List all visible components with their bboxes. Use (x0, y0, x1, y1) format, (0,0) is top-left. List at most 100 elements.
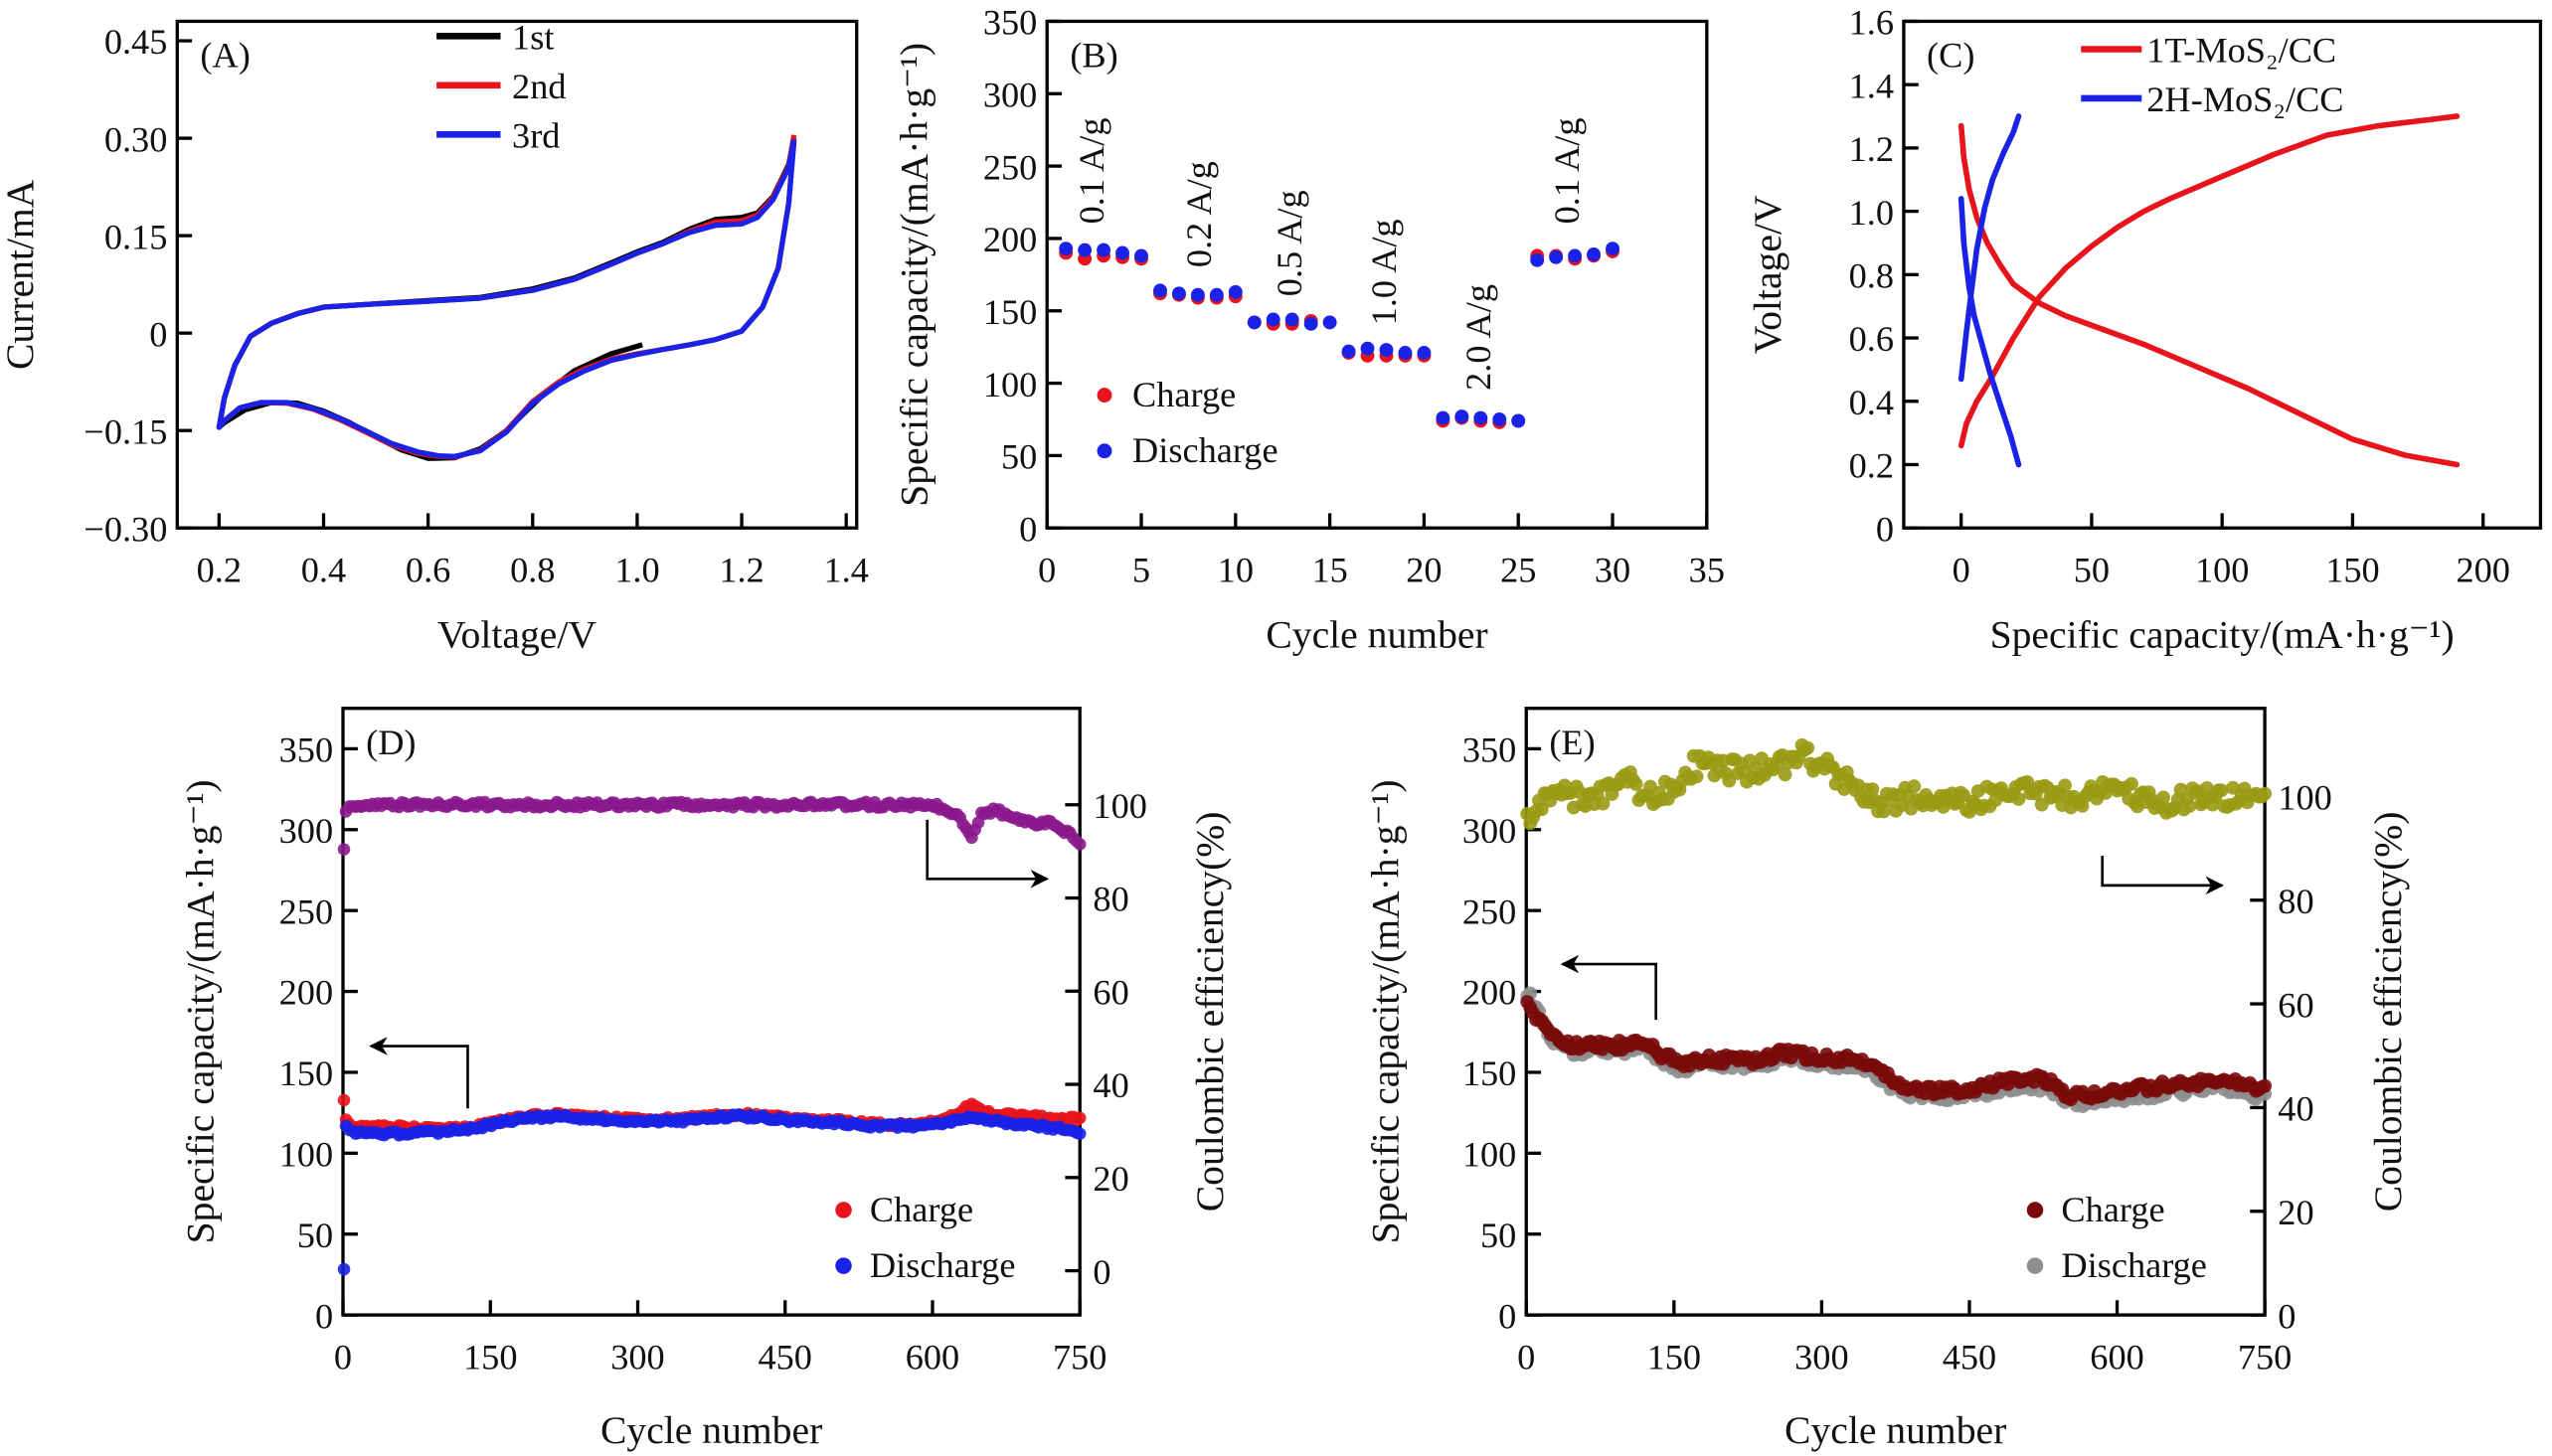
y-tick-label: 100 (279, 1135, 333, 1175)
gcd-curve (1957, 122, 2461, 468)
x-tick-label: 200 (2456, 551, 2509, 590)
data-point-discharge (1454, 409, 1469, 424)
y2-tick-label: 0 (2278, 1296, 2296, 1336)
data-point-coulombic-efficiency (971, 816, 985, 829)
data-point-discharge (1059, 242, 1074, 256)
data-point-coulombic-efficiency (2011, 792, 2026, 806)
y2-tick-label: 100 (2278, 778, 2331, 818)
data-point-coulombic-efficiency (1073, 838, 1087, 851)
legend-marker (835, 1202, 852, 1218)
y2-tick-label: 20 (2278, 1193, 2313, 1232)
x-axis-label: Cycle number (1785, 1408, 2006, 1452)
y-tick-label: 1.2 (1849, 129, 1894, 169)
panel-label: (D) (366, 723, 416, 762)
gcd-curve (1957, 113, 2022, 383)
legend-label: 3rd (512, 115, 560, 155)
x-tick-label: 5 (1132, 551, 1150, 590)
panel-b: 0 5 10 15 20 25 30 35050100150200250300350Cycle… (893, 3, 1725, 657)
y-tick-label: 150 (983, 292, 1037, 332)
data-point-discharge (1511, 413, 1526, 428)
x-tick-label: 35 (1689, 551, 1725, 590)
y-tick-label: 0.4 (1849, 383, 1894, 422)
data-point-charge (2258, 1078, 2273, 1093)
legend-label: 2H-MoS₂/CC (2146, 80, 2343, 119)
rate-annotation: 0.2 A/g (1179, 161, 1219, 267)
legend-marker (1097, 443, 1112, 459)
y-tick-label: −0.30 (84, 509, 167, 549)
data-point-coulombic-efficiency (337, 843, 351, 856)
rate-annotation: 1.0 A/g (1364, 219, 1404, 325)
cv-curve-3rd (216, 138, 797, 459)
x-tick-label: 30 (1595, 551, 1630, 590)
legend-marker (1097, 388, 1112, 404)
legend-label: Discharge (870, 1245, 1016, 1285)
legend-marker (835, 1257, 852, 1274)
data-point-discharge (1134, 248, 1148, 263)
y-tick-label: 1.0 (1849, 193, 1894, 233)
legend-label: 2nd (512, 67, 566, 106)
data-point-coulombic-efficiency (1800, 740, 1815, 755)
data-point-discharge (1417, 346, 1432, 360)
x-tick-label: 0 (1517, 1338, 1535, 1377)
legend-label: Charge (870, 1190, 973, 1229)
data-point-discharge (1303, 316, 1318, 331)
data-point-coulombic-efficiency (1534, 802, 1549, 817)
panel-d: 0 150 300 450 600 750 0 50 100 150 200 250 300 350 0 20… (179, 707, 1232, 1452)
y-tick-label: 300 (279, 811, 333, 851)
panel-c: 0 50 100 150 200 0 0.2 0.4 0.6 0.8 1.0 1.2 1.4 1.6 Spe… (1746, 3, 2543, 657)
x-tick-label: 0.4 (301, 551, 346, 590)
y2-tick-label: 80 (2278, 882, 2313, 921)
y2-tick-label: 60 (2278, 985, 2313, 1025)
x-tick-label: 750 (2238, 1338, 2292, 1377)
data-point-discharge (1341, 344, 1356, 359)
x-tick-label: 1.0 (614, 551, 659, 590)
panel-label: (E) (1549, 723, 1595, 762)
y-axis-label: Specific capacity/(mA·h·g⁻¹) (1363, 779, 1407, 1243)
data-point-discharge (1436, 410, 1450, 425)
y2-axis-label: Coulombic efficiency(%) (1188, 812, 1232, 1213)
data-point-discharge (1153, 283, 1167, 298)
y-tick-label: 0 (149, 314, 167, 354)
data-point-coulombic-efficiency (1778, 767, 1792, 782)
x-axis-label: Voltage/V (437, 613, 596, 657)
panel-label: (B) (1070, 36, 1117, 76)
data-point-discharge (1322, 315, 1337, 330)
data-point-discharge (1247, 315, 1262, 330)
legend-label: Discharge (2061, 1245, 2207, 1285)
y-tick-label: 300 (1462, 811, 1516, 851)
x-tick-label: 300 (1794, 1338, 1848, 1377)
rate-annotation: 0.5 A/g (1270, 190, 1309, 296)
y-axis-label: Voltage/V (1746, 195, 1789, 354)
x-tick-label: 50 (2074, 551, 2110, 590)
y2-tick-label: 20 (1093, 1159, 1128, 1199)
y-tick-label: 0.45 (104, 22, 168, 62)
y-tick-label: 0.8 (1849, 256, 1894, 296)
data-point-coulombic-efficiency (2258, 786, 2273, 801)
data-point-discharge (1379, 343, 1394, 358)
panel-a: 0.2 0.4 0.6 0.8 1.0 1.2 1.4 −0.30 −0.15 0 0.15 0.30… (0, 18, 869, 657)
y2-tick-label: 100 (1093, 786, 1146, 826)
data-point-coulombic-efficiency (2156, 790, 2171, 805)
legend-label: Discharge (1132, 430, 1278, 470)
data-point-discharge (1568, 248, 1583, 263)
x-tick-label: 1.2 (719, 551, 764, 590)
y-tick-label: 250 (1462, 891, 1516, 931)
data-point-discharge (1115, 245, 1129, 260)
data-point-discharge (1549, 249, 1564, 264)
rate-annotation: 2.0 A/g (1458, 284, 1498, 391)
x-tick-label: 0 (1953, 551, 1970, 590)
y-tick-label: 100 (1462, 1135, 1516, 1175)
y-tick-label: 0 (1876, 509, 1894, 549)
gcd-curve (1957, 113, 2461, 449)
data-point-discharge (1284, 312, 1299, 327)
legend-label: 1T-MoS₂/CC (2146, 31, 2336, 71)
data-point-discharge (1398, 346, 1413, 360)
right-axis-arrow (2101, 856, 2225, 895)
data-point-coulombic-efficiency (2058, 778, 2072, 793)
gcd-curve (1957, 196, 2022, 468)
plot-frame (341, 707, 1082, 1317)
legend-marker (2026, 1202, 2044, 1218)
y-tick-label: −0.15 (84, 411, 167, 451)
x-axis-label: Specific capacity/(mA·h·g⁻¹) (1990, 613, 2455, 657)
left-axis-arrow (1560, 954, 1657, 1021)
